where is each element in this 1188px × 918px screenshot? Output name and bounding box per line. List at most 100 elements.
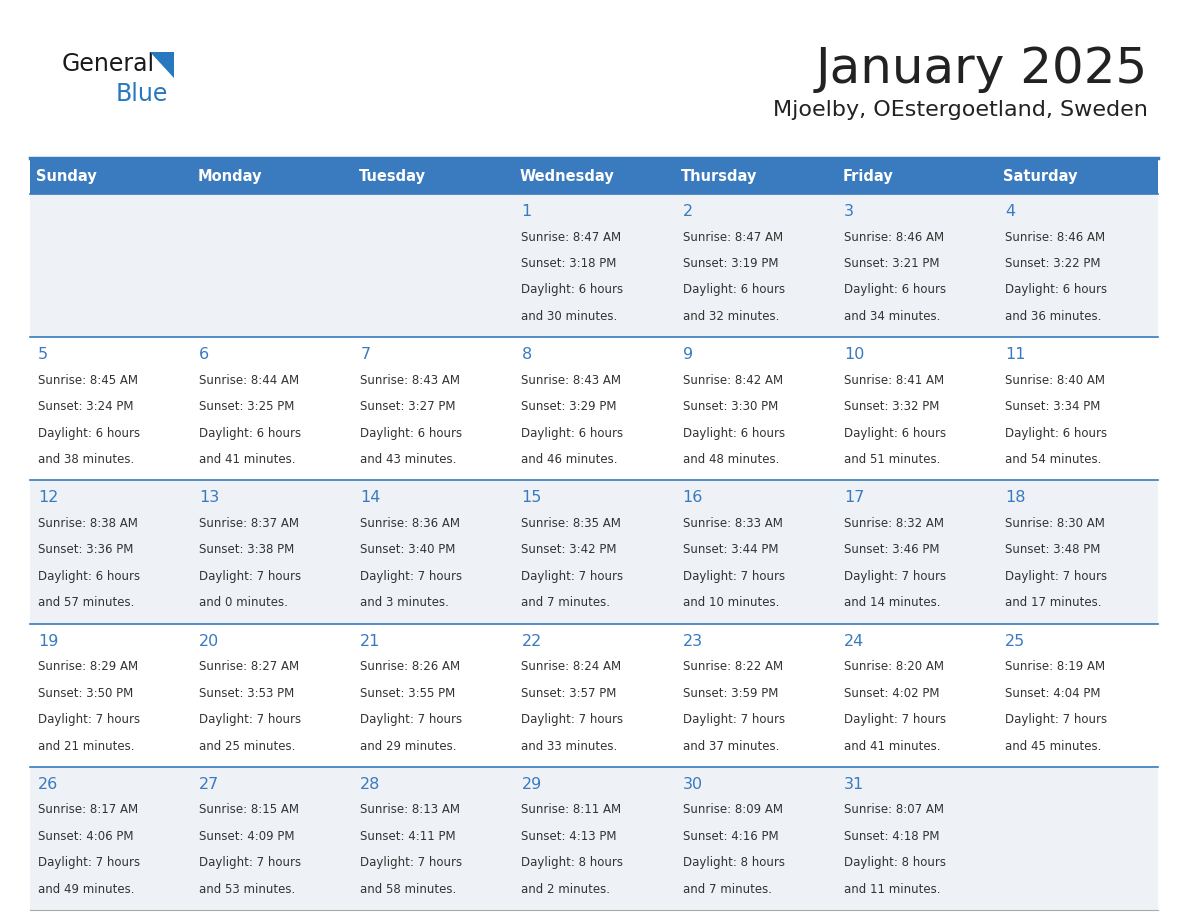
Text: Sunrise: 8:46 AM: Sunrise: 8:46 AM bbox=[1005, 230, 1105, 243]
Text: and 17 minutes.: and 17 minutes. bbox=[1005, 597, 1101, 610]
Text: and 14 minutes.: and 14 minutes. bbox=[843, 597, 940, 610]
Text: Sunrise: 8:32 AM: Sunrise: 8:32 AM bbox=[843, 517, 943, 530]
Text: Daylight: 6 hours: Daylight: 6 hours bbox=[843, 284, 946, 297]
Bar bbox=[30, 480, 1158, 623]
Text: Daylight: 6 hours: Daylight: 6 hours bbox=[522, 284, 624, 297]
Text: Daylight: 6 hours: Daylight: 6 hours bbox=[38, 570, 140, 583]
Bar bbox=[30, 194, 1158, 337]
Text: Sunset: 3:46 PM: Sunset: 3:46 PM bbox=[843, 543, 940, 556]
Text: Sunset: 3:34 PM: Sunset: 3:34 PM bbox=[1005, 400, 1100, 413]
Text: and 10 minutes.: and 10 minutes. bbox=[683, 597, 779, 610]
Text: Daylight: 7 hours: Daylight: 7 hours bbox=[843, 570, 946, 583]
Text: 23: 23 bbox=[683, 633, 703, 649]
Text: and 58 minutes.: and 58 minutes. bbox=[360, 883, 456, 896]
Text: Sunrise: 8:13 AM: Sunrise: 8:13 AM bbox=[360, 803, 460, 816]
Text: Sunrise: 8:46 AM: Sunrise: 8:46 AM bbox=[843, 230, 944, 243]
Text: Daylight: 6 hours: Daylight: 6 hours bbox=[843, 427, 946, 440]
Text: and 25 minutes.: and 25 minutes. bbox=[200, 740, 296, 753]
Text: Sunset: 4:18 PM: Sunset: 4:18 PM bbox=[843, 830, 940, 843]
Text: Daylight: 7 hours: Daylight: 7 hours bbox=[843, 713, 946, 726]
Text: Mjoelby, OEstergoetland, Sweden: Mjoelby, OEstergoetland, Sweden bbox=[773, 100, 1148, 120]
Text: Sunset: 4:06 PM: Sunset: 4:06 PM bbox=[38, 830, 133, 843]
Text: Sunset: 4:09 PM: Sunset: 4:09 PM bbox=[200, 830, 295, 843]
Text: Sunrise: 8:38 AM: Sunrise: 8:38 AM bbox=[38, 517, 138, 530]
Text: 20: 20 bbox=[200, 633, 220, 649]
Text: Daylight: 7 hours: Daylight: 7 hours bbox=[683, 570, 785, 583]
Text: Blue: Blue bbox=[116, 82, 169, 106]
Text: Daylight: 6 hours: Daylight: 6 hours bbox=[683, 284, 785, 297]
Text: Daylight: 7 hours: Daylight: 7 hours bbox=[200, 713, 302, 726]
Text: 5: 5 bbox=[38, 347, 49, 363]
Text: and 38 minutes.: and 38 minutes. bbox=[38, 453, 134, 466]
Text: and 48 minutes.: and 48 minutes. bbox=[683, 453, 779, 466]
Text: 6: 6 bbox=[200, 347, 209, 363]
Text: 17: 17 bbox=[843, 490, 864, 506]
Text: Daylight: 6 hours: Daylight: 6 hours bbox=[1005, 427, 1107, 440]
Text: Daylight: 7 hours: Daylight: 7 hours bbox=[360, 713, 462, 726]
Text: Sunrise: 8:09 AM: Sunrise: 8:09 AM bbox=[683, 803, 783, 816]
Text: Sunrise: 8:22 AM: Sunrise: 8:22 AM bbox=[683, 660, 783, 673]
Text: Daylight: 6 hours: Daylight: 6 hours bbox=[360, 427, 462, 440]
Text: Sunset: 4:16 PM: Sunset: 4:16 PM bbox=[683, 830, 778, 843]
Text: 13: 13 bbox=[200, 490, 220, 506]
Text: Sunrise: 8:36 AM: Sunrise: 8:36 AM bbox=[360, 517, 460, 530]
Text: Sunset: 3:44 PM: Sunset: 3:44 PM bbox=[683, 543, 778, 556]
Text: Sunset: 3:48 PM: Sunset: 3:48 PM bbox=[1005, 543, 1100, 556]
Text: Friday: Friday bbox=[842, 169, 893, 184]
Text: and 53 minutes.: and 53 minutes. bbox=[200, 883, 296, 896]
Text: and 7 minutes.: and 7 minutes. bbox=[522, 597, 611, 610]
Text: Daylight: 7 hours: Daylight: 7 hours bbox=[522, 713, 624, 726]
Text: and 37 minutes.: and 37 minutes. bbox=[683, 740, 779, 753]
Text: Sunrise: 8:44 AM: Sunrise: 8:44 AM bbox=[200, 374, 299, 386]
Text: Sunrise: 8:35 AM: Sunrise: 8:35 AM bbox=[522, 517, 621, 530]
Text: Sunrise: 8:43 AM: Sunrise: 8:43 AM bbox=[360, 374, 460, 386]
Text: 19: 19 bbox=[38, 633, 58, 649]
Text: Sunrise: 8:17 AM: Sunrise: 8:17 AM bbox=[38, 803, 138, 816]
Text: Sunset: 4:11 PM: Sunset: 4:11 PM bbox=[360, 830, 456, 843]
Text: Daylight: 6 hours: Daylight: 6 hours bbox=[200, 427, 302, 440]
Text: Sunset: 3:21 PM: Sunset: 3:21 PM bbox=[843, 257, 940, 270]
Text: Daylight: 6 hours: Daylight: 6 hours bbox=[1005, 284, 1107, 297]
Text: Daylight: 8 hours: Daylight: 8 hours bbox=[522, 856, 624, 869]
Text: Sunrise: 8:29 AM: Sunrise: 8:29 AM bbox=[38, 660, 138, 673]
Text: Sunrise: 8:15 AM: Sunrise: 8:15 AM bbox=[200, 803, 299, 816]
Text: Daylight: 7 hours: Daylight: 7 hours bbox=[38, 856, 140, 869]
Text: 9: 9 bbox=[683, 347, 693, 363]
Text: Sunrise: 8:26 AM: Sunrise: 8:26 AM bbox=[360, 660, 461, 673]
Text: Daylight: 6 hours: Daylight: 6 hours bbox=[522, 427, 624, 440]
Text: Sunset: 4:02 PM: Sunset: 4:02 PM bbox=[843, 687, 940, 700]
Text: Sunrise: 8:40 AM: Sunrise: 8:40 AM bbox=[1005, 374, 1105, 386]
Text: Sunrise: 8:37 AM: Sunrise: 8:37 AM bbox=[200, 517, 299, 530]
Text: 7: 7 bbox=[360, 347, 371, 363]
Text: and 36 minutes.: and 36 minutes. bbox=[1005, 310, 1101, 323]
Text: Sunset: 3:59 PM: Sunset: 3:59 PM bbox=[683, 687, 778, 700]
Text: Daylight: 7 hours: Daylight: 7 hours bbox=[1005, 570, 1107, 583]
Text: Sunset: 3:25 PM: Sunset: 3:25 PM bbox=[200, 400, 295, 413]
Text: Tuesday: Tuesday bbox=[359, 169, 425, 184]
Text: and 51 minutes.: and 51 minutes. bbox=[843, 453, 940, 466]
Text: 8: 8 bbox=[522, 347, 532, 363]
Text: Sunset: 3:55 PM: Sunset: 3:55 PM bbox=[360, 687, 455, 700]
Text: Wednesday: Wednesday bbox=[520, 169, 614, 184]
Text: and 0 minutes.: and 0 minutes. bbox=[200, 597, 287, 610]
Text: Sunrise: 8:42 AM: Sunrise: 8:42 AM bbox=[683, 374, 783, 386]
Text: Sunrise: 8:43 AM: Sunrise: 8:43 AM bbox=[522, 374, 621, 386]
Text: Saturday: Saturday bbox=[1004, 169, 1078, 184]
Text: Daylight: 6 hours: Daylight: 6 hours bbox=[683, 427, 785, 440]
Text: Sunrise: 8:41 AM: Sunrise: 8:41 AM bbox=[843, 374, 944, 386]
Text: Sunrise: 8:45 AM: Sunrise: 8:45 AM bbox=[38, 374, 138, 386]
Text: and 32 minutes.: and 32 minutes. bbox=[683, 310, 779, 323]
Text: Sunset: 3:50 PM: Sunset: 3:50 PM bbox=[38, 687, 133, 700]
Text: Sunrise: 8:19 AM: Sunrise: 8:19 AM bbox=[1005, 660, 1105, 673]
Text: 11: 11 bbox=[1005, 347, 1025, 363]
Text: Sunrise: 8:07 AM: Sunrise: 8:07 AM bbox=[843, 803, 943, 816]
Text: Sunset: 4:04 PM: Sunset: 4:04 PM bbox=[1005, 687, 1100, 700]
Text: Daylight: 6 hours: Daylight: 6 hours bbox=[38, 427, 140, 440]
Bar bbox=[30, 767, 1158, 910]
Text: 2: 2 bbox=[683, 204, 693, 219]
Text: 26: 26 bbox=[38, 777, 58, 792]
Text: 24: 24 bbox=[843, 633, 864, 649]
Text: 3: 3 bbox=[843, 204, 854, 219]
Text: Sunset: 3:38 PM: Sunset: 3:38 PM bbox=[200, 543, 295, 556]
Text: 1: 1 bbox=[522, 204, 532, 219]
